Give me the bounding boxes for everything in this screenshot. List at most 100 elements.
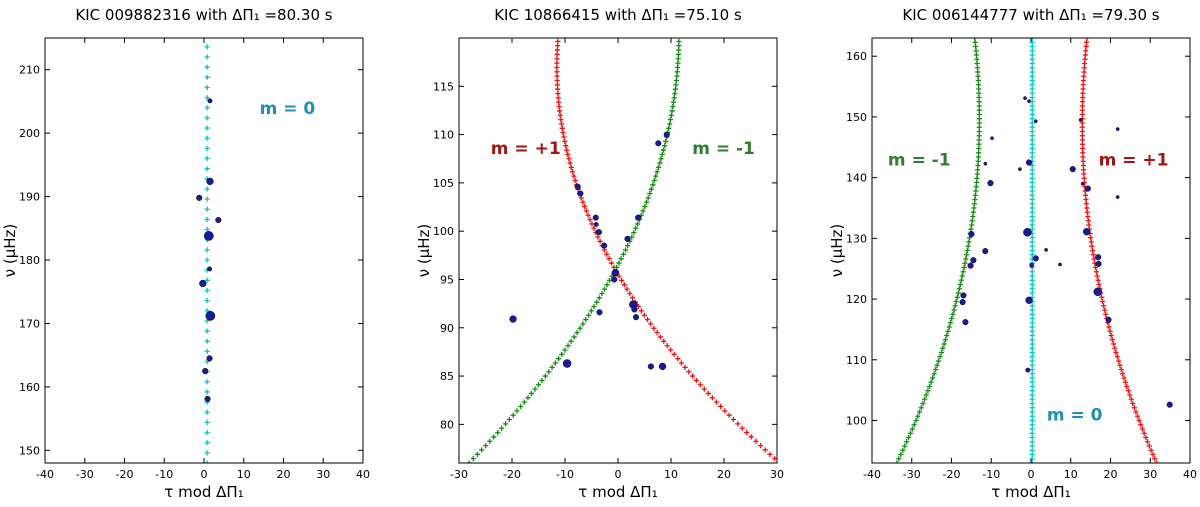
- x-tick-label: 30: [316, 468, 330, 481]
- ridge-marker: [669, 108, 675, 114]
- data-point: [990, 136, 994, 141]
- ridge-marker: [928, 379, 934, 385]
- ridge-marker: [204, 379, 210, 385]
- ridge-marker: [940, 345, 946, 351]
- ridge-marker: [1106, 324, 1112, 330]
- ridge-marker: [627, 290, 633, 297]
- ridge-marker: [1095, 277, 1101, 283]
- ridge-marker: [510, 412, 516, 418]
- x-tick-label: -10: [155, 468, 173, 481]
- ridge-marker: [499, 425, 505, 431]
- data-point: [655, 140, 662, 147]
- ridge-marker: [559, 351, 565, 357]
- y-tick-label: 130: [846, 232, 867, 245]
- ridge-marker: [1100, 298, 1106, 305]
- ridge-marker: [952, 303, 958, 309]
- ridge-marker: [964, 252, 970, 258]
- data-point: [215, 217, 222, 224]
- ridge-marker: [495, 429, 501, 436]
- y-tick-label: 100: [846, 415, 867, 428]
- ridge-marker: [1154, 460, 1160, 463]
- ridge-marker: [554, 64, 560, 71]
- ridge-marker: [204, 419, 210, 426]
- y-tick-label: 150: [846, 111, 867, 124]
- ridge-marker: [1112, 345, 1118, 351]
- data-point: [1095, 260, 1102, 267]
- y-tick-label: 110: [433, 129, 454, 142]
- ridge-marker: [204, 338, 210, 344]
- ridge-marker: [554, 69, 560, 75]
- ridge-marker: [514, 408, 520, 414]
- ridge-marker: [972, 38, 978, 41]
- data-point: [207, 98, 213, 104]
- ridge-marker: [937, 354, 943, 360]
- data-point: [1083, 228, 1091, 236]
- ridge-marker: [925, 388, 931, 394]
- plot-frame: [44, 37, 364, 464]
- ridge-marker: [963, 256, 969, 262]
- ridge-marker: [907, 430, 914, 436]
- ridge-marker: [204, 95, 210, 101]
- data-point: [1078, 118, 1083, 122]
- ridge-marker: [554, 60, 560, 66]
- ridge-marker: [204, 328, 210, 334]
- ridge-marker: [933, 366, 939, 373]
- y-tick-label: 170: [19, 317, 40, 330]
- ridge-marker: [955, 290, 961, 296]
- ridge-marker: [959, 273, 965, 279]
- ridge-marker: [204, 257, 210, 263]
- ridge-marker: [624, 286, 630, 292]
- ridge-marker: [1122, 379, 1129, 385]
- data-point: [1080, 181, 1085, 186]
- ridge-marker: [557, 108, 563, 114]
- ridge-marker: [923, 392, 929, 398]
- data-point: [632, 314, 640, 321]
- x-tick-label: -20: [116, 468, 134, 481]
- mode-annotation: m = +1: [1099, 151, 1169, 171]
- ridge-marker: [671, 95, 677, 101]
- ridge-marker: [466, 460, 472, 463]
- ridge-marker: [599, 290, 605, 297]
- ridge-marker: [960, 269, 966, 275]
- ridge-marker: [555, 38, 561, 44]
- data-point: [987, 180, 994, 187]
- data-point: [1105, 316, 1112, 323]
- ridge-marker: [1144, 439, 1151, 445]
- ridge-marker: [1148, 447, 1154, 453]
- x-tick-label: -30: [903, 468, 921, 481]
- ridge-marker: [204, 389, 210, 395]
- ridge-marker: [622, 247, 629, 253]
- ridge-marker: [1113, 349, 1119, 356]
- data-point: [635, 214, 642, 221]
- y-tick-label: 200: [19, 127, 40, 140]
- ridge-marker: [539, 377, 545, 384]
- ridge-marker: [638, 308, 644, 314]
- ridge-marker: [664, 343, 670, 349]
- ridge-marker: [663, 138, 669, 144]
- ridge-marker: [1150, 451, 1156, 458]
- ridge-marker: [1093, 269, 1099, 275]
- ridge-marker: [1090, 252, 1096, 258]
- y-axis-label: ν (μHz): [828, 224, 846, 278]
- data-point: [1023, 228, 1032, 237]
- ridge-marker: [204, 145, 210, 151]
- y-tick-label: 180: [19, 254, 40, 267]
- ridge-marker: [557, 112, 563, 118]
- ridge-marker: [642, 203, 648, 210]
- data-point: [593, 221, 599, 227]
- ridge-marker: [532, 386, 538, 392]
- x-tick-label: -20: [503, 468, 521, 481]
- ridge-marker: [204, 125, 210, 131]
- ridge-marker: [568, 164, 574, 171]
- ridge-marker: [660, 147, 667, 153]
- ridge-marker: [580, 199, 586, 205]
- ridge-marker: [944, 332, 950, 339]
- y-axis-label: ν (μHz): [1, 224, 19, 278]
- ridge-marker: [555, 86, 561, 92]
- ridge-marker: [648, 186, 654, 192]
- y-tick-label: 85: [440, 370, 454, 383]
- ridge-marker: [204, 450, 210, 456]
- ridge-marker: [966, 239, 972, 245]
- data-point: [663, 131, 670, 138]
- y-tick-label: 190: [19, 191, 40, 204]
